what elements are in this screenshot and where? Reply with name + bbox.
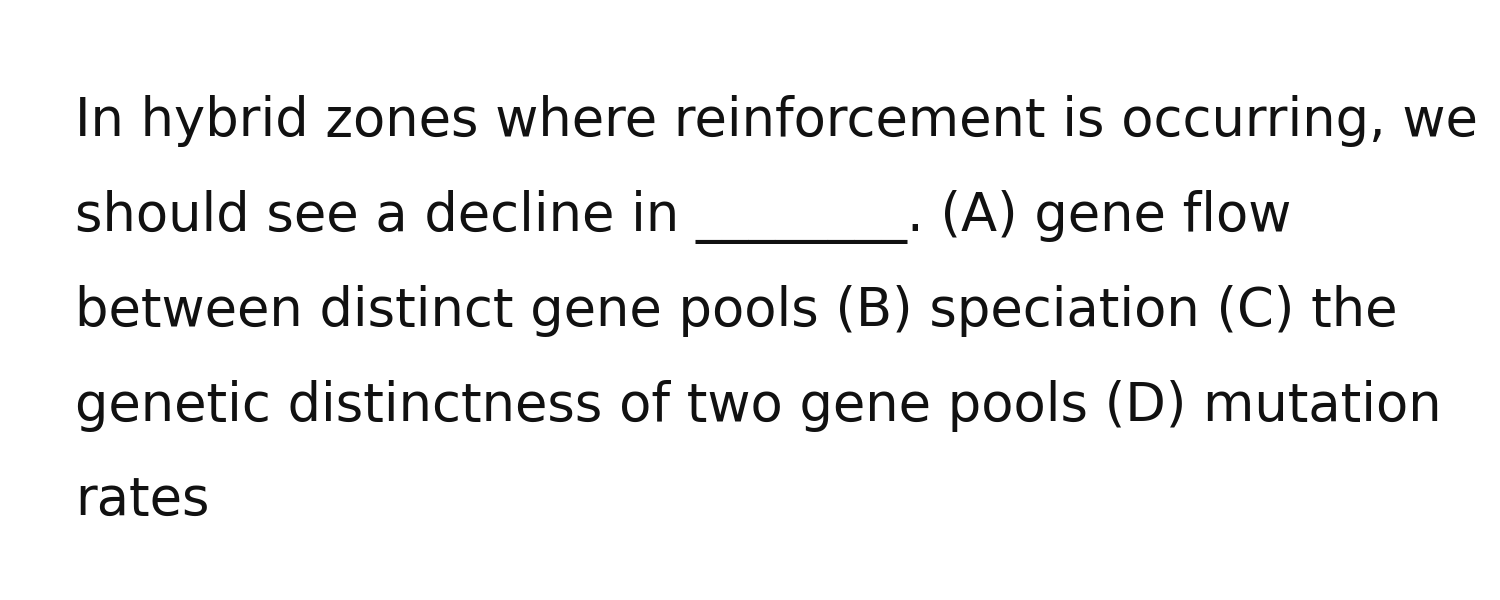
Text: genetic distinctness of two gene pools (D) mutation: genetic distinctness of two gene pools (… (75, 380, 1441, 432)
Text: rates: rates (75, 475, 210, 527)
Text: In hybrid zones where reinforcement is occurring, we: In hybrid zones where reinforcement is o… (75, 95, 1478, 147)
Text: between distinct gene pools (B) speciation (C) the: between distinct gene pools (B) speciati… (75, 285, 1398, 337)
Text: should see a decline in ________. (A) gene flow: should see a decline in ________. (A) ge… (75, 190, 1292, 244)
